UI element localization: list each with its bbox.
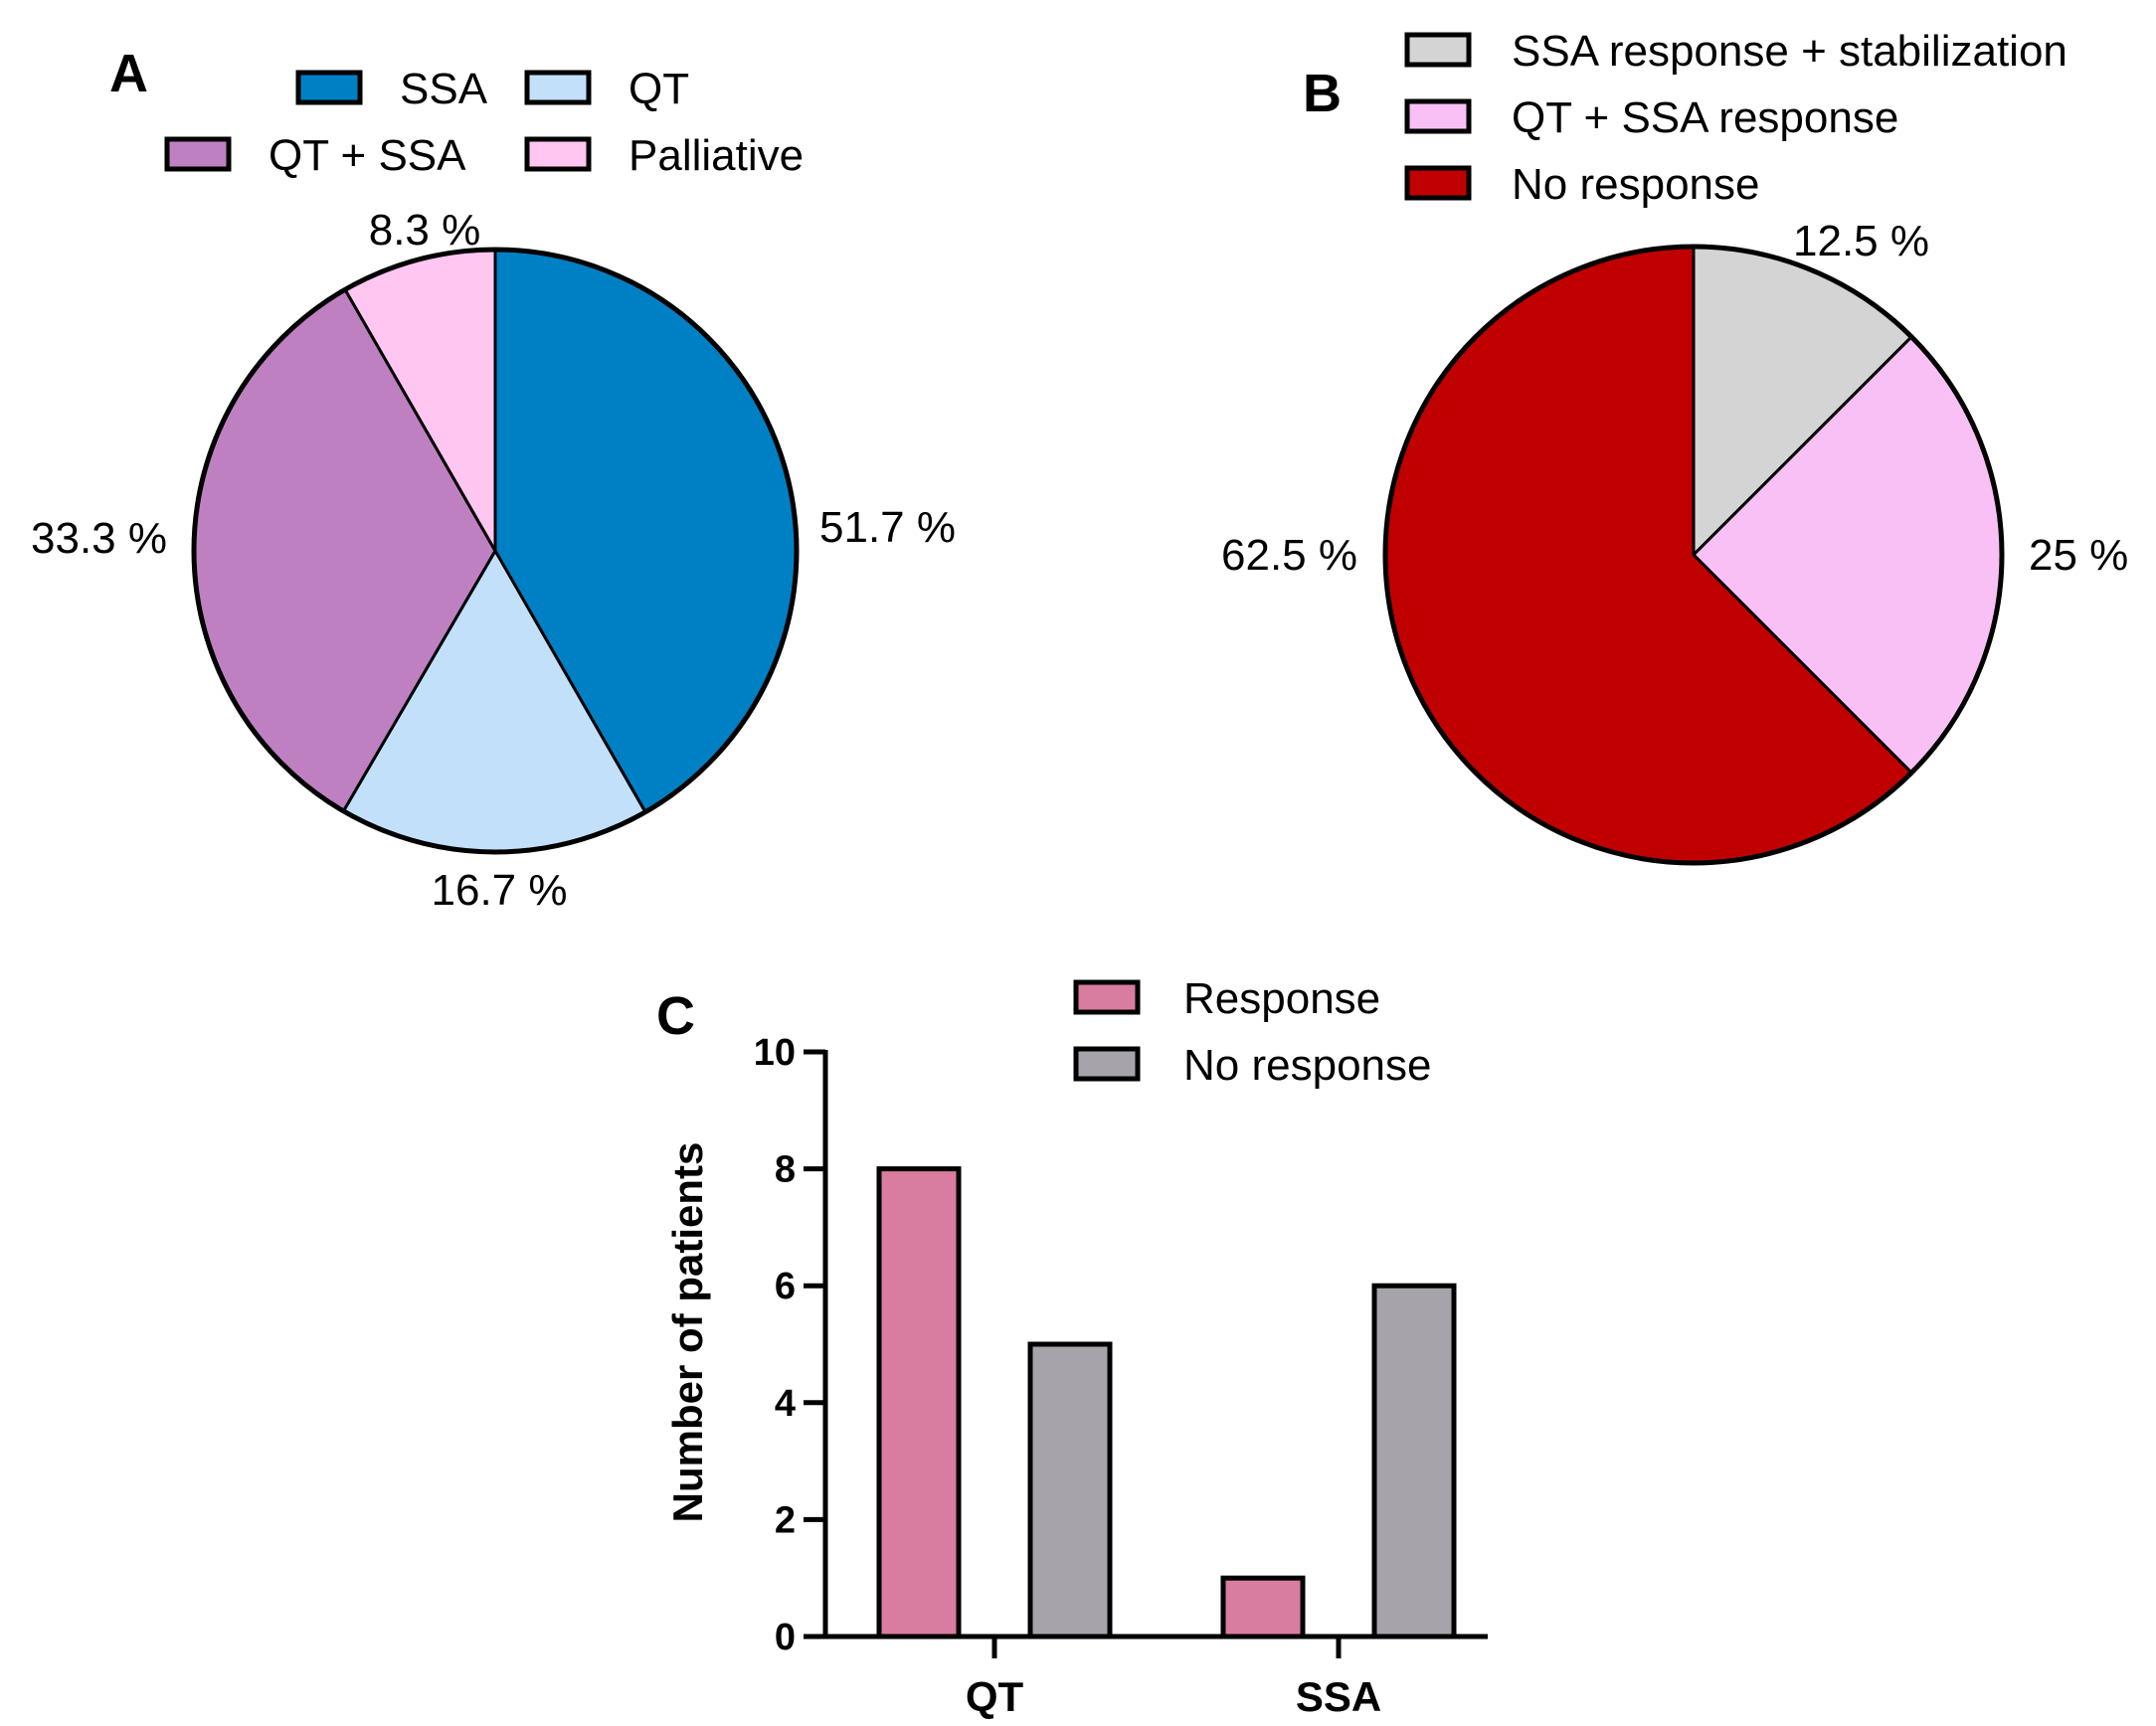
y-tick-label-0: 0 [775, 1617, 796, 1658]
y-tick-label-10: 10 [754, 1032, 796, 1074]
panel-letter-b: B [1303, 64, 1342, 123]
legend-label-palliative: Palliative [629, 131, 804, 180]
legend-label-response: Response [1183, 974, 1380, 1023]
pie-a: 51.7 % 16.7 % 33.3 % 8.3 % [31, 206, 956, 915]
legend-swatch-no-response [1404, 165, 1472, 201]
panel-a: A SSA QT QT + SSA Palliative 51.7 % 16.7 % 33… [31, 44, 956, 915]
legend-swatch-palliative [524, 136, 592, 172]
pie-outline [191, 247, 800, 855]
panel-b: B SSA response + stabilization QT + SSA r… [1221, 27, 2128, 866]
pie-b-legend: SSA response + stabilization QT + SSA res… [1404, 27, 2067, 209]
bar-response-ssa [1220, 1575, 1306, 1640]
x-tick-label-qt: QT [966, 1673, 1024, 1720]
y-tick-label-6: 6 [775, 1266, 796, 1307]
legend-label-qt: QT [629, 65, 689, 113]
y-tick-label-4: 4 [775, 1383, 796, 1425]
y-tick-label-2: 2 [775, 1499, 796, 1541]
legend-label-no-response: No response [1183, 1041, 1431, 1090]
legend-swatch-qt-ssa-response [1404, 98, 1472, 134]
pie-a-legend: SSA QT QT + SSA Palliative [164, 65, 804, 180]
panel-c: C Response No response 0 2 4 6 8 10 QT SSA Numbe… [656, 974, 1488, 1720]
bar-response-qt [876, 1166, 962, 1640]
panel-letter-c: C [656, 986, 695, 1046]
pie-label-qt-ssa: 33.3 % [31, 514, 167, 563]
panel-letter-a: A [109, 44, 148, 103]
legend-label-qt-ssa-response: QT + SSA response [1512, 93, 1898, 142]
legend-swatch-no-response [1073, 1046, 1141, 1082]
pie-b: 12.5 % 25 % 62.5 % [1221, 217, 2128, 866]
y-tick-label-8: 8 [775, 1149, 796, 1191]
pie-label-no-response: 62.5 % [1221, 531, 1357, 580]
legend-swatch-ssa [295, 70, 363, 105]
legend-swatch-response [1073, 979, 1141, 1015]
pie-label-ssa: 51.7 % [819, 503, 956, 552]
bar-no-response-ssa [1371, 1283, 1457, 1640]
legend-swatch-qt-ssa [164, 136, 232, 172]
y-axis-label: Number of patients [664, 1142, 711, 1523]
pie-label-qt-ssa-response: 25 % [2029, 531, 2128, 580]
legend-swatch-qt [524, 70, 592, 105]
legend-label-no-response: No response [1512, 160, 1759, 209]
pie-outline [1382, 244, 2005, 866]
legend-label-ssa: SSA [400, 65, 488, 113]
pie-label-qt: 16.7 % [432, 866, 568, 915]
legend-label-ssa-response-stabilization: SSA response + stabilization [1512, 27, 2067, 76]
bar-c: 0 2 4 6 8 10 QT SSA [754, 1032, 1488, 1720]
bar-no-response-qt [1027, 1341, 1113, 1640]
bar-c-legend: Response No response [1073, 974, 1431, 1090]
x-tick-label-ssa: SSA [1296, 1673, 1381, 1720]
legend-swatch-ssa-response-stabilization [1404, 32, 1472, 68]
legend-label-qt-ssa: QT + SSA [269, 131, 466, 180]
pie-label-palliative: 8.3 % [369, 206, 481, 255]
pie-label-ssa-response-stabilization: 12.5 % [1793, 217, 1929, 265]
